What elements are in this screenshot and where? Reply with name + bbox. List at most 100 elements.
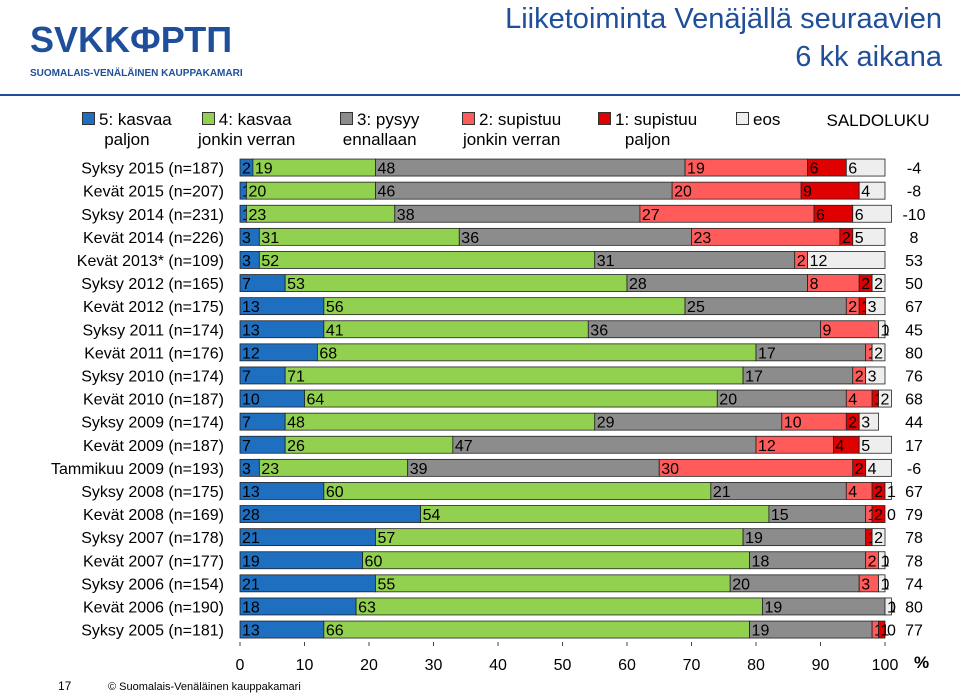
legend-label: 3: pysyy ennallaan bbox=[342, 110, 420, 149]
bar-segment bbox=[871, 274, 886, 292]
bar-segment bbox=[871, 343, 886, 362]
value-label: 19 bbox=[745, 530, 763, 547]
bar-segment bbox=[355, 597, 763, 616]
category-label: Syksy 2007 (n=178) bbox=[81, 530, 224, 547]
bar-segment bbox=[878, 551, 886, 570]
legend-label: 2: supistuu jonkin verran bbox=[462, 110, 562, 149]
saldo-header: SALDOLUKU bbox=[827, 111, 930, 130]
bar-segment bbox=[458, 227, 692, 246]
value-label: 7 bbox=[242, 438, 251, 455]
bar-segment bbox=[323, 297, 686, 316]
bar-segment bbox=[691, 227, 841, 246]
bar-segment bbox=[323, 620, 750, 639]
bar-segment bbox=[587, 320, 821, 339]
value-label: 31 bbox=[597, 253, 615, 270]
value-label: 7 bbox=[242, 415, 251, 432]
value-label: 19 bbox=[764, 599, 782, 616]
x-tick-label: 10 bbox=[296, 657, 314, 674]
saldo-value: 74 bbox=[905, 576, 923, 593]
value-label: 23 bbox=[248, 207, 266, 224]
value-label: 9 bbox=[823, 322, 832, 339]
value-label: 6 bbox=[855, 207, 864, 224]
legend-label: 5: kasvaa paljon bbox=[99, 110, 172, 149]
legend-item: 5: kasvaa paljon bbox=[82, 110, 172, 150]
category-label: Kevät 2008 (n=169) bbox=[83, 507, 224, 524]
bar-segment bbox=[239, 505, 422, 523]
value-label: 36 bbox=[461, 230, 479, 247]
saldo-value: 67 bbox=[905, 299, 923, 316]
bar-segment bbox=[878, 389, 892, 408]
legend-label: 1: supistuu paljon bbox=[615, 110, 698, 149]
value-label: 18 bbox=[242, 599, 260, 616]
value-label: 47 bbox=[455, 438, 473, 455]
value-label: 3 bbox=[861, 415, 870, 432]
value-label: 0 bbox=[887, 507, 896, 524]
saldo-value: 8 bbox=[910, 230, 919, 247]
category-label: Syksy 2014 (n=231) bbox=[81, 207, 224, 224]
x-tick-label: 80 bbox=[747, 657, 765, 674]
value-label: 3 bbox=[868, 368, 877, 385]
value-label: 20 bbox=[719, 392, 737, 409]
value-label: 2 bbox=[868, 553, 877, 570]
value-label: 4 bbox=[848, 392, 857, 409]
legend-swatch bbox=[82, 112, 95, 125]
bar-segment bbox=[239, 574, 376, 593]
logo: SVKKФРТП bbox=[30, 19, 232, 60]
value-label: 56 bbox=[326, 299, 344, 316]
value-label: 5 bbox=[861, 438, 870, 455]
bar-segment bbox=[871, 528, 886, 547]
value-label: 3 bbox=[242, 461, 251, 478]
legend-swatch bbox=[736, 112, 749, 125]
value-label: 48 bbox=[287, 415, 305, 432]
saldo-value: 78 bbox=[905, 530, 923, 547]
saldo-value: -6 bbox=[907, 461, 921, 478]
bar-segment bbox=[284, 366, 744, 385]
value-label: 1 bbox=[881, 553, 890, 570]
value-label: 28 bbox=[629, 276, 647, 293]
category-label: Syksy 2011 (n=174) bbox=[82, 322, 224, 339]
bar-segment bbox=[684, 297, 847, 316]
bar-segment bbox=[239, 528, 376, 547]
saldo-value: 68 bbox=[905, 392, 923, 409]
bar-segment bbox=[452, 435, 757, 454]
bar-segment bbox=[865, 366, 886, 385]
bar-segment bbox=[884, 482, 892, 500]
saldo-value: 50 bbox=[905, 276, 923, 293]
bar-segment bbox=[878, 320, 886, 339]
value-label: 2 bbox=[855, 461, 864, 478]
saldo-value: -4 bbox=[907, 161, 921, 178]
saldo-value: 80 bbox=[905, 345, 923, 362]
bar-segment bbox=[323, 482, 712, 500]
value-label: 2 bbox=[874, 484, 883, 501]
value-label: 2 bbox=[874, 507, 883, 524]
legend-swatch bbox=[340, 112, 353, 125]
category-label: Kevät 2006 (n=190) bbox=[83, 599, 224, 616]
category-label: Syksy 2010 (n=174) bbox=[81, 368, 224, 385]
value-label: 2 bbox=[242, 161, 251, 178]
bar-segment bbox=[258, 227, 460, 246]
bar-segment bbox=[246, 204, 396, 223]
x-tick-label: 30 bbox=[425, 657, 443, 674]
bar-segment bbox=[407, 458, 660, 477]
value-label: 60 bbox=[326, 484, 344, 501]
value-label: 4 bbox=[861, 184, 870, 201]
bar-segment bbox=[852, 227, 886, 246]
bar-segment bbox=[858, 435, 892, 454]
x-tick-label: 40 bbox=[489, 657, 507, 674]
x-tick-label: 60 bbox=[618, 657, 636, 674]
bar-segment bbox=[594, 412, 783, 431]
bar-segment bbox=[375, 528, 744, 547]
value-label: 27 bbox=[642, 207, 660, 224]
bar-segment bbox=[858, 181, 886, 200]
value-label: 54 bbox=[423, 507, 441, 524]
value-label: 4 bbox=[868, 461, 877, 478]
bar-segment bbox=[258, 251, 596, 269]
value-label: 7 bbox=[242, 276, 251, 293]
value-label: 15 bbox=[771, 507, 789, 524]
value-label: 0 bbox=[887, 623, 896, 640]
value-label: 1 bbox=[881, 576, 890, 593]
value-label: 3 bbox=[868, 299, 877, 316]
value-label: 3 bbox=[242, 230, 251, 247]
bar-segment bbox=[710, 482, 847, 500]
category-label: Syksy 2015 (n=187) bbox=[81, 161, 224, 178]
